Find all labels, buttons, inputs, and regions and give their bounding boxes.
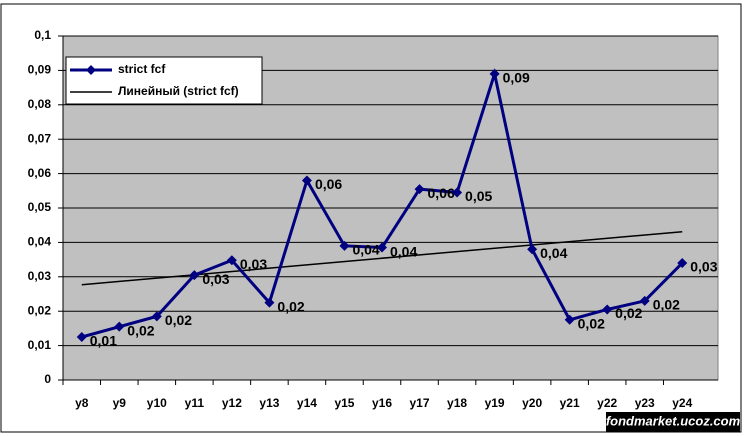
watermark: fondmarket.ucoz.com bbox=[606, 413, 741, 428]
x-tick-label: y17 bbox=[410, 396, 430, 410]
x-tick-label: y16 bbox=[372, 396, 392, 410]
legend-marker bbox=[86, 65, 96, 75]
data-label: 0,02 bbox=[165, 312, 192, 328]
x-tick-label: y8 bbox=[75, 396, 89, 410]
x-tick-label: y11 bbox=[185, 396, 205, 410]
marker bbox=[76, 332, 87, 342]
y-tick-label: 0,08 bbox=[28, 97, 52, 111]
marker bbox=[114, 321, 125, 332]
marker bbox=[189, 270, 200, 281]
legend-label: Линейный (strict fcf) bbox=[118, 84, 239, 98]
x-tick-label: y19 bbox=[485, 396, 505, 410]
marker bbox=[489, 68, 500, 79]
legend bbox=[65, 56, 263, 105]
x-tick-label: y9 bbox=[113, 396, 127, 410]
y-tick-label: 0,06 bbox=[28, 166, 52, 180]
marker bbox=[339, 240, 350, 251]
data-label: 0,03 bbox=[690, 259, 717, 275]
data-label: 0,02 bbox=[615, 305, 642, 321]
marker bbox=[677, 258, 688, 269]
x-tick-label: y24 bbox=[672, 396, 692, 410]
data-label: 0,02 bbox=[127, 322, 154, 338]
trendline bbox=[81, 230, 683, 286]
marker bbox=[602, 304, 613, 315]
y-tick-label: 0,03 bbox=[28, 269, 52, 283]
data-label: 0,02 bbox=[653, 297, 680, 313]
x-tick-label: y20 bbox=[522, 396, 542, 410]
x-tick-label: y15 bbox=[334, 396, 354, 410]
marker bbox=[639, 295, 650, 306]
x-tick-label: y22 bbox=[597, 396, 617, 410]
marker bbox=[151, 311, 162, 322]
x-tick-label: y14 bbox=[297, 396, 317, 410]
x-tick-label: y12 bbox=[222, 396, 242, 410]
y-tick-label: 0,07 bbox=[28, 131, 52, 145]
data-label: 0,02 bbox=[277, 298, 304, 314]
y-tick-label: 0,09 bbox=[28, 63, 52, 77]
x-tick-label: y13 bbox=[259, 396, 279, 410]
marker bbox=[564, 314, 575, 325]
data-label: 0,04 bbox=[390, 243, 417, 259]
x-tick-label: y18 bbox=[447, 396, 467, 410]
y-tick-label: 0,05 bbox=[28, 200, 52, 214]
data-label: 0,05 bbox=[465, 188, 492, 204]
marker bbox=[226, 255, 237, 266]
data-label: 0,03 bbox=[202, 271, 229, 287]
y-tick-label: 0,02 bbox=[28, 303, 52, 317]
data-label: 0,06 bbox=[315, 176, 342, 192]
data-label: 0,03 bbox=[240, 256, 267, 272]
marker bbox=[264, 297, 275, 308]
y-tick-label: 0 bbox=[44, 372, 51, 386]
marker bbox=[527, 244, 538, 255]
x-tick-label: y10 bbox=[147, 396, 167, 410]
y-tick-label: 0,1 bbox=[34, 28, 51, 42]
legend-label: strict fcf bbox=[118, 62, 166, 76]
y-tick-label: 0,01 bbox=[28, 338, 52, 352]
watermark-bg bbox=[606, 412, 740, 432]
x-tick-label: y21 bbox=[560, 396, 580, 410]
data-label: 0,01 bbox=[90, 333, 117, 349]
data-label: 0,02 bbox=[578, 316, 605, 332]
x-tick-label: y23 bbox=[635, 396, 655, 410]
data-label: 0,09 bbox=[503, 70, 530, 86]
y-tick-label: 0,04 bbox=[28, 235, 52, 249]
marker bbox=[414, 184, 425, 195]
marker bbox=[452, 187, 463, 198]
data-label: 0,06 bbox=[428, 185, 455, 201]
data-label: 0,04 bbox=[352, 242, 379, 258]
marker bbox=[301, 175, 312, 186]
data-label: 0,04 bbox=[540, 245, 567, 261]
marker bbox=[377, 242, 387, 253]
